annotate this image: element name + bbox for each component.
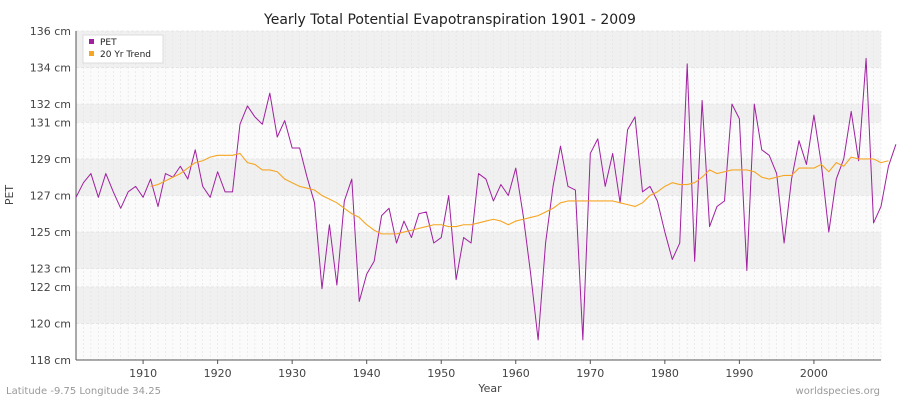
y-tick-label: 136 cm xyxy=(30,25,71,38)
band xyxy=(76,31,881,68)
y-axis-label: PET xyxy=(3,185,16,206)
x-tick-label: 1970 xyxy=(576,367,604,380)
x-tick-label: 1930 xyxy=(278,367,306,380)
x-tick-label: 1950 xyxy=(427,367,455,380)
y-tick-label: 123 cm xyxy=(30,263,71,276)
series-lines xyxy=(75,57,897,341)
footer-coordinates: Latitude -9.75 Longitude 34.25 xyxy=(6,386,161,397)
tick-labels: 118 cm 120 cm 122 cm 123 cm 125 cm 127 cm 129 … xyxy=(30,25,828,380)
y-tick-label: 129 cm xyxy=(30,153,71,166)
legend-box xyxy=(82,34,164,64)
legend: PET 20 Yr Trend xyxy=(82,34,164,64)
x-tick-label: 2000 xyxy=(800,367,828,380)
y-tick-label: 120 cm xyxy=(30,317,71,330)
legend-swatch-pet xyxy=(89,39,94,44)
x-tick-label: 1980 xyxy=(651,367,679,380)
y-tick-label: 131 cm xyxy=(30,116,71,129)
pet-series-line xyxy=(75,57,897,341)
trend-series-line xyxy=(150,152,889,235)
y-tick-label: 125 cm xyxy=(30,226,71,239)
footer-source: worldspecies.org xyxy=(796,386,880,397)
y-tick-label: 122 cm xyxy=(30,281,71,294)
x-axis-label: Year xyxy=(477,382,502,395)
legend-label-pet: PET xyxy=(100,38,117,48)
y-tick-label: 134 cm xyxy=(30,62,71,75)
x-tick-label: 1940 xyxy=(353,367,381,380)
grid-lines xyxy=(75,30,882,361)
x-tick-label: 1910 xyxy=(129,367,157,380)
x-tick-label: 1960 xyxy=(502,367,530,380)
chart-title: Yearly Total Potential Evapotranspiratio… xyxy=(263,12,636,28)
y-tick-label: 132 cm xyxy=(30,98,71,111)
legend-swatch-trend xyxy=(89,51,94,56)
x-tick-label: 1990 xyxy=(725,367,753,380)
legend-label-trend: 20 Yr Trend xyxy=(100,50,151,60)
x-tick-label: 1920 xyxy=(204,367,232,380)
y-tick-label: 118 cm xyxy=(30,354,71,367)
axes xyxy=(75,31,881,364)
y-tick-label: 127 cm xyxy=(30,190,71,203)
